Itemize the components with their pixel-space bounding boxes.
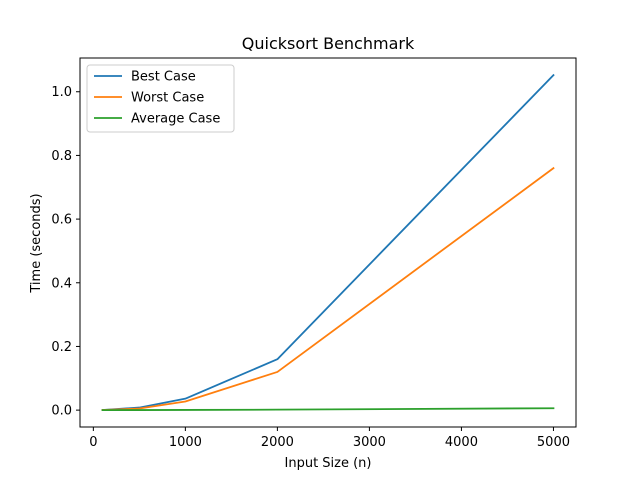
legend-entries: Best Case Worst Case Average Case xyxy=(94,70,220,127)
x-tick-label: 1000 xyxy=(169,435,202,450)
legend-label-worst-case: Worst Case xyxy=(131,91,204,106)
y-tick-label: 0.0 xyxy=(51,404,72,419)
x-tick-label: 3000 xyxy=(353,435,386,450)
legend: Best Case Worst Case Average Case xyxy=(86,64,235,133)
series-line-worst-case xyxy=(101,166,555,411)
y-tick-label: 0.6 xyxy=(51,213,72,228)
y-tick-label: 0.8 xyxy=(51,149,72,164)
legend-box xyxy=(86,64,235,133)
y-tick-label: 0.2 xyxy=(51,340,72,355)
series-line-average-case xyxy=(101,407,555,412)
y-tick-label: 1.0 xyxy=(51,85,72,100)
plot-area xyxy=(79,57,577,428)
x-tick-label: 4000 xyxy=(445,435,478,450)
chart-title: Quicksort Benchmark xyxy=(242,34,415,53)
legend-label-average-case: Average Case xyxy=(131,112,220,127)
y-axis-ticks: 0.0 0.2 0.4 0.6 0.8 1.0 xyxy=(51,85,80,419)
legend-label-best-case: Best Case xyxy=(131,70,196,85)
x-axis-ticks: 0 1000 2000 3000 4000 5000 xyxy=(89,427,570,450)
x-axis-label: Input Size (n) xyxy=(285,456,372,471)
x-tick-label: 2000 xyxy=(261,435,294,450)
series-layer xyxy=(101,73,555,412)
plot-frame xyxy=(79,57,577,428)
y-tick-label: 0.4 xyxy=(51,276,72,291)
y-axis-label: Time (seconds) xyxy=(29,193,44,293)
x-tick-label: 0 xyxy=(89,435,97,450)
x-tick-label: 5000 xyxy=(537,435,570,450)
